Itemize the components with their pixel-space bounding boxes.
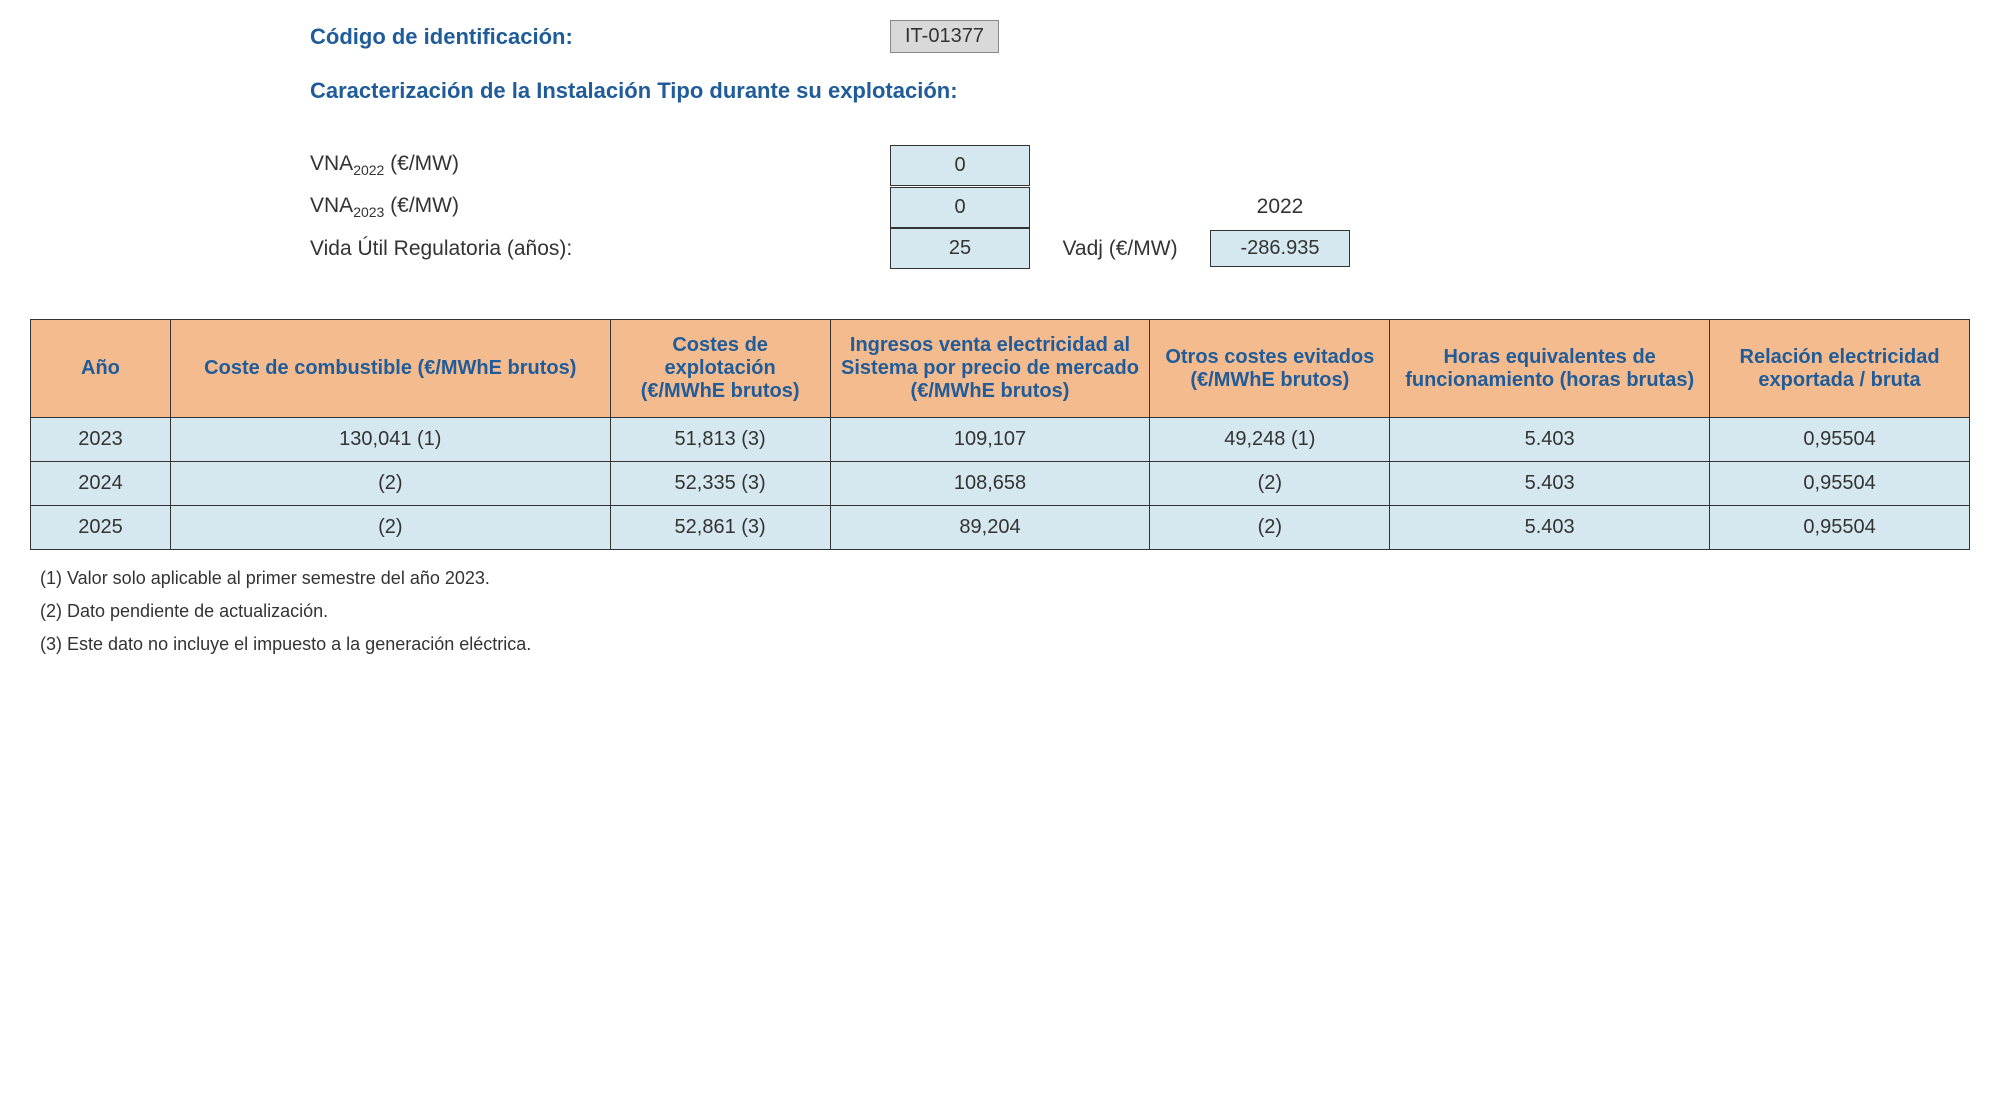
footnote-2: (2) Dato pendiente de actualización. bbox=[40, 601, 1970, 622]
cell-hours: 5.403 bbox=[1390, 506, 1710, 550]
cell-fuel: (2) bbox=[170, 462, 610, 506]
cell-ratio: 0,95504 bbox=[1710, 462, 1970, 506]
col-fuel-cost: Coste de combustible (€/MWhE brutos) bbox=[170, 320, 610, 418]
col-equiv-hours: Horas equivalentes de funcionamiento (ho… bbox=[1390, 320, 1710, 418]
table-header-row: Año Coste de combustible (€/MWhE brutos)… bbox=[31, 320, 1970, 418]
cell-income: 108,658 bbox=[830, 462, 1150, 506]
cell-ratio: 0,95504 bbox=[1710, 506, 1970, 550]
cell-oper: 52,861 (3) bbox=[610, 506, 830, 550]
col-other-costs: Otros costes evitados (€/MWhE brutos) bbox=[1150, 320, 1390, 418]
vna2023-value: 0 bbox=[890, 187, 1030, 228]
col-income: Ingresos venta electricidad al Sistema p… bbox=[830, 320, 1150, 418]
cell-income: 109,107 bbox=[830, 418, 1150, 462]
cell-year: 2023 bbox=[31, 418, 171, 462]
col-ratio: Relación electricidad exportada / bruta bbox=[1710, 320, 1970, 418]
cell-hours: 5.403 bbox=[1390, 418, 1710, 462]
data-table: Año Coste de combustible (€/MWhE brutos)… bbox=[30, 319, 1970, 550]
cell-ratio: 0,95504 bbox=[1710, 418, 1970, 462]
cell-oper: 51,813 (3) bbox=[610, 418, 830, 462]
vna2023-label: VNA2023 (€/MW) bbox=[310, 186, 890, 228]
footnote-1: (1) Valor solo aplicable al primer semes… bbox=[40, 568, 1970, 589]
cell-fuel: (2) bbox=[170, 506, 610, 550]
col-operating-cost: Costes de explotación (€/MWhE brutos) bbox=[610, 320, 830, 418]
code-value-box: IT-01377 bbox=[890, 20, 999, 53]
cell-year: 2024 bbox=[31, 462, 171, 506]
cell-income: 89,204 bbox=[830, 506, 1150, 550]
footnotes: (1) Valor solo aplicable al primer semes… bbox=[40, 568, 1970, 655]
cell-other: 49,248 (1) bbox=[1150, 418, 1390, 462]
footnote-3: (3) Este dato no incluye el impuesto a l… bbox=[40, 634, 1970, 655]
vna2022-label: VNA2022 (€/MW) bbox=[310, 144, 890, 186]
vida-value: 25 bbox=[890, 228, 1030, 269]
table-row: 2023 130,041 (1) 51,813 (3) 109,107 49,2… bbox=[31, 418, 1970, 462]
table-row: 2025 (2) 52,861 (3) 89,204 (2) 5.403 0,9… bbox=[31, 506, 1970, 550]
cell-other: (2) bbox=[1150, 462, 1390, 506]
cell-oper: 52,335 (3) bbox=[610, 462, 830, 506]
vadj-value: -286.935 bbox=[1210, 230, 1350, 267]
vna2022-value: 0 bbox=[890, 145, 1030, 186]
vadj-label: Vadj (€/MW) bbox=[1030, 237, 1210, 261]
section-title: Caracterización de la Instalación Tipo d… bbox=[310, 78, 1970, 104]
table-row: 2024 (2) 52,335 (3) 108,658 (2) 5.403 0,… bbox=[31, 462, 1970, 506]
code-label: Código de identificación: bbox=[310, 24, 890, 50]
vida-label: Vida Útil Regulatoria (años): bbox=[310, 229, 890, 269]
cell-year: 2025 bbox=[31, 506, 171, 550]
reference-year: 2022 bbox=[1210, 195, 1350, 219]
cell-hours: 5.403 bbox=[1390, 462, 1710, 506]
cell-fuel: 130,041 (1) bbox=[170, 418, 610, 462]
cell-other: (2) bbox=[1150, 506, 1390, 550]
col-year: Año bbox=[31, 320, 171, 418]
table-body: 2023 130,041 (1) 51,813 (3) 109,107 49,2… bbox=[31, 418, 1970, 550]
